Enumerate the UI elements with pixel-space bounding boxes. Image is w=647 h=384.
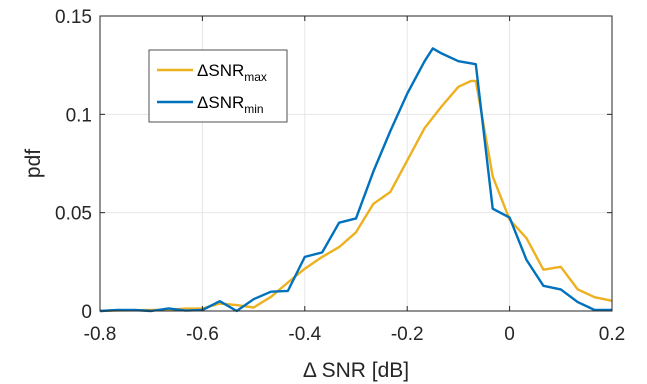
x-axis-label: Δ SNR [dB] [303,359,409,382]
x-tick-labels: -0.8 -0.6 -0.4 -0.2 0 0.2 [84,324,626,345]
axes-box [99,15,613,312]
tick-marks [99,15,613,312]
x-tick-label: -0.6 [186,324,219,345]
series-line-max [99,79,613,313]
legend-label-main: ΔSNR [197,61,244,80]
legend-label-max: ΔSNRmax [197,61,267,84]
y-tick-label: 0.1 [66,105,92,126]
legend-label-min: ΔSNRmin [197,93,264,116]
legend-label-subscript: min [244,102,263,116]
y-tick-label: 0.15 [55,7,92,28]
x-tick-label: -0.4 [288,324,321,345]
y-axis-label: pdf [22,149,45,178]
x-tick-label: 0 [504,324,515,345]
x-tick-label: -0.2 [391,324,424,345]
legend-label-subscript: max [244,70,267,84]
x-tick-label: 0.2 [599,324,625,345]
y-tick-labels: 0 0.05 0.1 0.15 [55,7,92,323]
legend-label-main: ΔSNR [197,93,244,112]
y-tick-label: 0.05 [55,204,92,225]
legend-box [148,49,288,123]
y-tick-label: 0 [81,302,92,323]
x-tick-label: -0.8 [84,324,117,345]
